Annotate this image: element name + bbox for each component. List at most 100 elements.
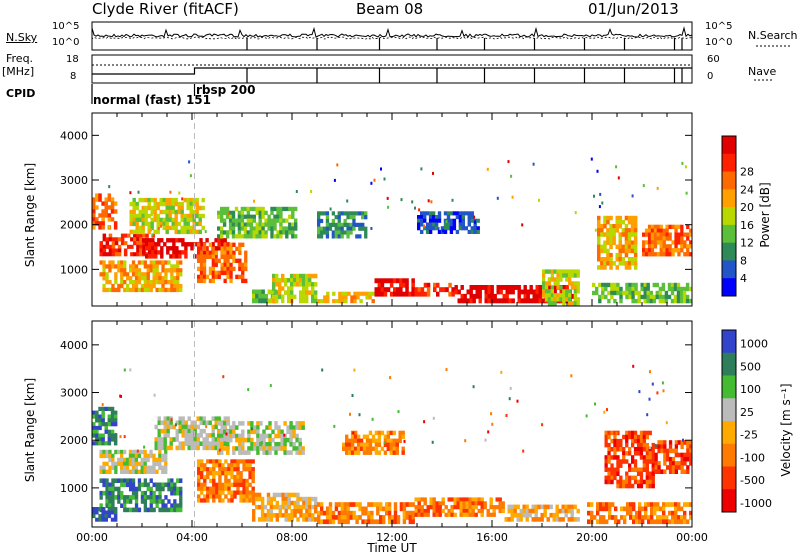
- data-cell: [570, 374, 573, 378]
- data-cell: [218, 486, 222, 491]
- data-cell: [616, 447, 620, 452]
- data-cell: [653, 232, 658, 237]
- data-cell: [220, 242, 224, 247]
- data-cell: [683, 252, 687, 257]
- data-cell: [143, 503, 147, 508]
- data-cell: [267, 289, 272, 295]
- data-cell: [250, 446, 254, 451]
- data-cell: [241, 266, 245, 272]
- data-cell: [305, 504, 309, 510]
- data-cell: [245, 482, 249, 487]
- nave-tick-top: 60: [707, 54, 720, 65]
- data-cell: [277, 446, 281, 451]
- data-cell: [636, 483, 641, 489]
- data-cell: [158, 490, 162, 496]
- data-cell: [262, 446, 266, 451]
- data-cell: [587, 519, 591, 525]
- data-cell: [498, 508, 502, 514]
- data-cell: [276, 230, 280, 235]
- data-cell: [218, 471, 222, 476]
- data-cell: [180, 213, 184, 219]
- data-cell: [526, 298, 530, 304]
- data-cell: [92, 201, 96, 206]
- data-cell: [435, 512, 439, 517]
- data-cell: [290, 273, 294, 279]
- data-cell: [146, 453, 150, 459]
- data-cell: [477, 497, 481, 502]
- data-cell: [653, 228, 658, 233]
- data-cell: [285, 226, 289, 231]
- data-cell: [679, 298, 684, 304]
- data-cell: [389, 442, 393, 447]
- data-cell: [668, 440, 673, 445]
- nsearch-tick-bottom: 10^0: [705, 37, 733, 48]
- data-cell: [247, 388, 250, 392]
- data-cell: [175, 246, 179, 251]
- data-cell: [631, 455, 635, 460]
- data-cell: [137, 478, 142, 483]
- data-cell: [95, 437, 99, 442]
- data-cell: [517, 293, 521, 299]
- data-cell: [689, 240, 693, 245]
- data-cell: [246, 234, 250, 239]
- data-cell: [411, 515, 415, 520]
- data-cell: [630, 261, 635, 266]
- data-cell: [137, 280, 142, 285]
- data-cell: [368, 430, 373, 436]
- data-cell: [220, 226, 224, 231]
- data-cell: [305, 278, 309, 283]
- data-cell: [113, 517, 118, 522]
- data-cell: [110, 217, 115, 222]
- data-cell: [633, 434, 638, 440]
- data-cell: [111, 283, 115, 289]
- data-cell: [656, 502, 660, 507]
- data-cell: [193, 437, 197, 442]
- data-cell: [149, 283, 153, 289]
- data-cell: [265, 442, 269, 447]
- data-cell: [261, 222, 265, 227]
- data-cell: [438, 505, 442, 510]
- data-cell: [261, 289, 265, 295]
- data-cell: [459, 512, 463, 517]
- data-cell: [374, 287, 378, 293]
- data-cell: [609, 244, 613, 250]
- data-cell: [120, 272, 124, 277]
- data-cell: [189, 205, 193, 211]
- data-cell: [232, 425, 236, 430]
- velocity-ytick-label: 4000: [60, 339, 88, 352]
- data-cell: [473, 215, 476, 219]
- data-cell: [662, 228, 666, 233]
- data-cell: [451, 291, 455, 297]
- data-cell: [604, 442, 608, 448]
- data-cell: [604, 286, 608, 292]
- data-cell: [374, 446, 379, 451]
- data-cell: [655, 282, 659, 288]
- data-cell: [101, 406, 105, 411]
- data-cell: [123, 233, 128, 238]
- data-cell: [610, 455, 614, 460]
- data-cell: [200, 467, 204, 472]
- data-cell: [168, 201, 172, 207]
- data-cell: [158, 453, 162, 459]
- data-cell: [623, 519, 627, 525]
- data-cell: [98, 437, 102, 442]
- data-cell: [209, 459, 213, 464]
- data-cell: [642, 442, 646, 448]
- data-cell: [196, 441, 200, 446]
- data-cell: [197, 459, 201, 464]
- data-cell: [108, 244, 113, 249]
- data-cell: [199, 266, 204, 272]
- data-cell: [150, 213, 153, 217]
- data-cell: [226, 242, 230, 247]
- data-cell: [621, 232, 626, 237]
- data-cell: [380, 446, 385, 451]
- data-cell: [461, 226, 465, 231]
- data-cell: [505, 298, 509, 304]
- data-cell: [283, 433, 286, 437]
- data-cell: [134, 499, 139, 504]
- data-cell: [234, 222, 239, 227]
- data-cell: [280, 442, 284, 447]
- velocity-colorbar-tick-label: -25: [740, 429, 758, 442]
- data-cell: [193, 433, 197, 438]
- data-cell: [618, 244, 622, 250]
